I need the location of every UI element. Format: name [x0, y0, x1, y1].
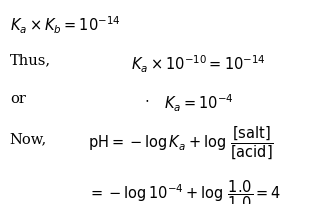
Text: $K_a \times 10^{-10} = 10^{-14}$: $K_a \times 10^{-10} = 10^{-14}$	[131, 53, 266, 74]
Text: $K_a \times K_b = 10^{-14}$: $K_a \times K_b = 10^{-14}$	[10, 14, 120, 35]
Text: or: or	[10, 92, 26, 106]
Text: $\cdot$: $\cdot$	[144, 92, 149, 107]
Text: Now,: Now,	[10, 132, 47, 145]
Text: $= -\log 10^{-4} + \log\,\dfrac{1.0}{1.0} = 4$: $= -\log 10^{-4} + \log\,\dfrac{1.0}{1.0…	[88, 177, 282, 204]
Text: $K_a = 10^{-4}$: $K_a = 10^{-4}$	[164, 92, 233, 113]
Text: $\mathrm{pH} = -\log K_a + \log\,\dfrac{\mathrm{[salt]}}{\mathrm{[acid]}}$: $\mathrm{pH} = -\log K_a + \log\,\dfrac{…	[88, 123, 274, 160]
Text: Thus,: Thus,	[10, 53, 51, 67]
